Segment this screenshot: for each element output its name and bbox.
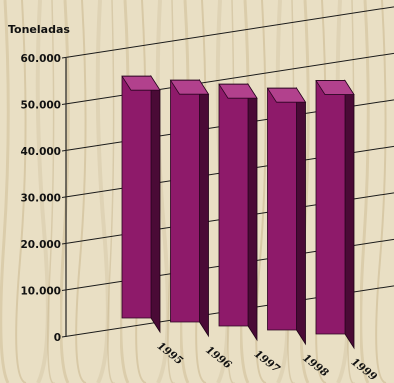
y-tick-label: 50.000 <box>20 100 61 112</box>
y-tick-label: 10.000 <box>20 286 61 298</box>
bar-front-face <box>315 80 346 335</box>
gridline <box>61 6 394 59</box>
bars <box>121 74 355 350</box>
y-tick-label: 60.000 <box>20 53 61 65</box>
y-axis-label: Toneladas <box>8 23 70 36</box>
bar-1995 <box>121 74 161 334</box>
bar-1999 <box>315 79 355 350</box>
bar-1997 <box>218 82 258 342</box>
bar-front-face <box>170 79 200 323</box>
y-tick-label: 0 <box>54 332 61 344</box>
bar-side-face <box>199 78 209 338</box>
bar-side-face <box>344 79 355 350</box>
gridline <box>61 52 394 105</box>
y-tick-label: 30.000 <box>20 193 61 205</box>
bar-side-face <box>150 74 161 334</box>
y-tick-labels: 0 10.000 20.000 30.000 40.000 50.000 60.000 <box>20 53 61 344</box>
bar-top-face <box>266 87 307 103</box>
bar-front-face <box>267 87 297 331</box>
bar-top-face <box>169 79 210 95</box>
bar-front-face <box>218 83 249 327</box>
y-tick-label: 40.000 <box>20 146 61 158</box>
bar-1998 <box>266 86 307 346</box>
bar-1996 <box>169 78 210 338</box>
bar-top-face <box>218 83 258 99</box>
bar-side-face <box>247 82 258 342</box>
bar-top-face <box>315 80 355 95</box>
bar-front-face <box>121 75 152 319</box>
bar-side-face <box>296 86 306 346</box>
bar-top-face <box>121 75 161 91</box>
y-tick-label: 20.000 <box>20 239 61 251</box>
